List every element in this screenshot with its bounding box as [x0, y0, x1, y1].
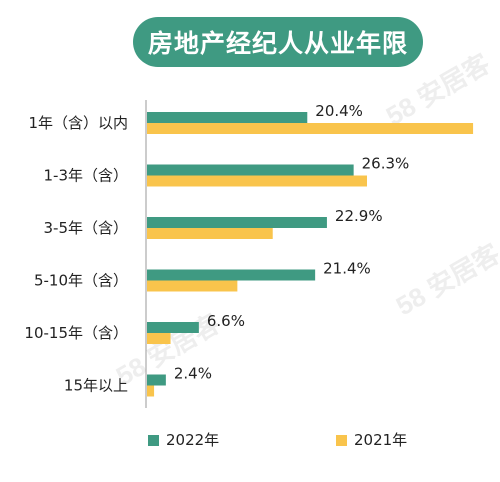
bar-2022 — [147, 322, 199, 333]
bar-2022 — [147, 164, 354, 176]
legend-swatch — [148, 435, 159, 446]
data-label: 26.3% — [362, 155, 410, 173]
data-label: 21.4% — [323, 260, 371, 278]
chart-title: 房地产经纪人从业年限 — [133, 17, 423, 67]
bar-2021 — [147, 175, 367, 187]
category-label: 10-15年（含） — [24, 324, 128, 342]
bar-2022 — [147, 112, 308, 123]
bar-2021 — [147, 123, 474, 134]
category-label: 5-10年（含） — [34, 272, 128, 290]
bar-2021 — [147, 333, 171, 344]
legend-swatch — [336, 435, 347, 446]
data-label: 20.4% — [315, 102, 363, 120]
bar-2022 — [147, 269, 316, 281]
bar-2022 — [147, 217, 327, 228]
data-label: 6.6% — [207, 312, 245, 330]
bar-2021 — [147, 385, 155, 397]
category-label: 15年以上 — [64, 377, 128, 395]
category-label: 1-3年（含） — [44, 167, 129, 185]
data-label: 22.9% — [335, 207, 383, 225]
category-label: 1年（含）以内 — [28, 114, 128, 132]
legend-label: 2021年 — [354, 431, 407, 449]
bar-2021 — [147, 280, 238, 292]
bar-2021 — [147, 228, 273, 239]
data-label: 2.4% — [174, 365, 212, 383]
category-label: 3-5年（含） — [44, 219, 129, 237]
legend-label: 2022年 — [166, 431, 219, 449]
bar-2022 — [147, 374, 166, 386]
